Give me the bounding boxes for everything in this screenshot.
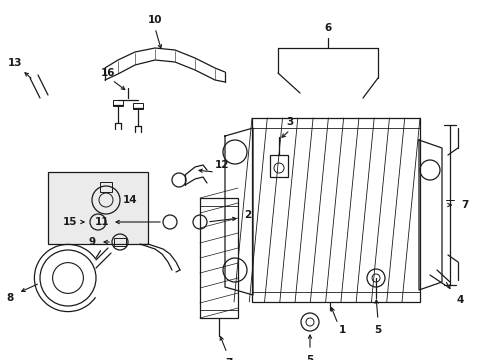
Text: 6: 6 — [324, 23, 331, 33]
Text: 13: 13 — [8, 58, 22, 68]
Text: 10: 10 — [147, 15, 162, 25]
Text: 3: 3 — [286, 117, 293, 127]
Text: 5: 5 — [306, 355, 313, 360]
Bar — [133, 103, 142, 109]
Text: 2: 2 — [244, 210, 251, 220]
Text: 15: 15 — [62, 217, 77, 227]
Text: 9: 9 — [88, 237, 95, 247]
Bar — [114, 238, 126, 246]
Text: 4: 4 — [455, 295, 463, 305]
Text: 8: 8 — [6, 293, 14, 303]
Bar — [48, 172, 148, 244]
Text: 1: 1 — [338, 325, 345, 335]
Text: 14: 14 — [122, 195, 137, 205]
Bar — [251, 118, 419, 302]
Bar — [113, 100, 123, 106]
Bar — [269, 155, 287, 177]
Bar — [200, 198, 238, 318]
Text: 7: 7 — [460, 200, 468, 210]
Text: 12: 12 — [214, 160, 229, 170]
Text: 16: 16 — [101, 68, 115, 78]
Bar — [100, 182, 112, 192]
Text: 5: 5 — [374, 325, 381, 335]
Text: 7: 7 — [225, 358, 232, 360]
Text: 11: 11 — [95, 217, 109, 227]
